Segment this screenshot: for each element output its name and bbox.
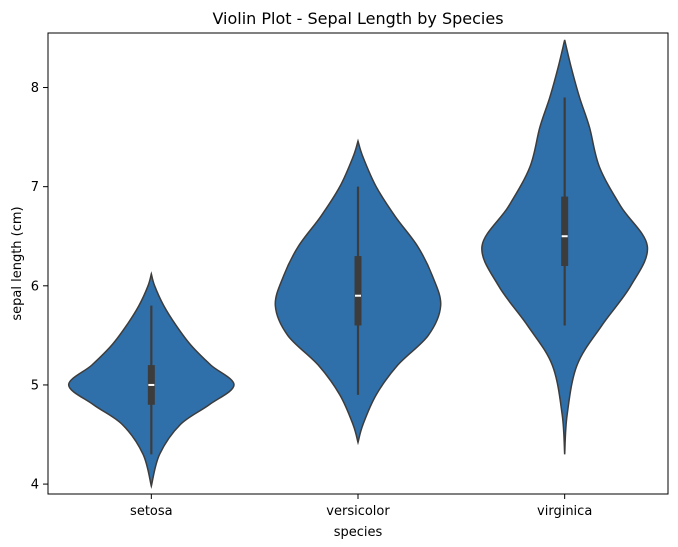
- violin-versicolor: [274, 138, 442, 446]
- y-axis-label: sepal length (cm): [10, 206, 25, 320]
- y-tick-label: 6: [31, 279, 39, 294]
- violin-virginica: [481, 39, 649, 455]
- x-axis-label: species: [334, 525, 383, 540]
- x-axis-ticks: setosa versicolor virginica: [130, 494, 592, 519]
- iqr-box-virginica: [561, 196, 569, 266]
- y-tick-label: 8: [31, 81, 39, 96]
- plot-frame: [47, 32, 669, 495]
- iqr-box-versicolor: [354, 256, 362, 326]
- violin-setosa: [67, 271, 235, 490]
- violins-layer: [67, 39, 649, 490]
- y-axis-ticks: 4 5 6 7 8: [31, 81, 48, 493]
- y-tick-label: 7: [31, 180, 39, 195]
- x-tick-label: virginica: [537, 504, 592, 519]
- y-tick-label: 5: [31, 378, 39, 393]
- y-tick-label: 4: [31, 478, 39, 493]
- chart-title: Violin Plot - Sepal Length by Species: [212, 9, 503, 28]
- x-tick-label: versicolor: [326, 504, 390, 519]
- x-tick-label: setosa: [130, 504, 173, 519]
